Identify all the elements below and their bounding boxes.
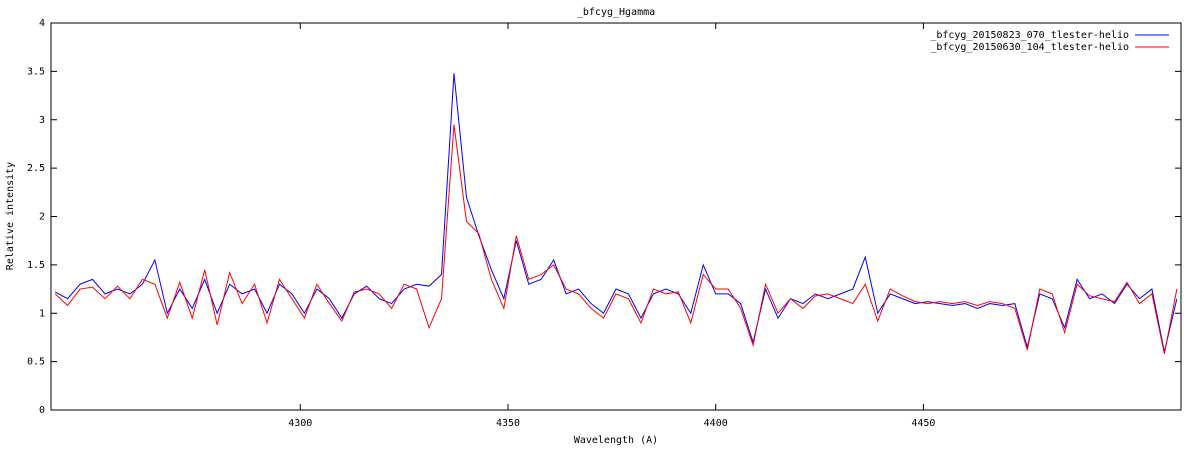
data-line (54, 124, 1178, 354)
x-tick-label: 4400 (704, 418, 728, 429)
data-line (54, 73, 1178, 353)
legend-label: _bfcyg_20150630_104_tlester-helio (930, 42, 1129, 53)
chart-title: _bfcyg_Hgamma (577, 7, 655, 18)
y-tick-label: 3 (39, 115, 45, 126)
y-tick-label: 2.5 (27, 163, 45, 174)
y-axis-label: Relative intensity (5, 162, 16, 270)
plot-frame (50, 22, 1182, 411)
x-tick-label: 4350 (496, 418, 520, 429)
y-tick-label: 0.5 (27, 357, 45, 368)
x-axis-label: Wavelength (A) (574, 435, 658, 446)
legend-label: _bfcyg_20150823_070_tlester-helio (930, 30, 1129, 41)
x-tick-label: 4300 (288, 418, 312, 429)
x-tick-label: 4450 (911, 418, 935, 429)
y-tick-label: 0 (39, 405, 45, 416)
y-tick-label: 1.5 (27, 260, 45, 271)
y-tick-label: 4 (39, 18, 45, 29)
y-tick-label: 3.5 (27, 66, 45, 77)
y-tick-label: 1 (39, 308, 45, 319)
y-tick-label: 2 (39, 212, 45, 223)
